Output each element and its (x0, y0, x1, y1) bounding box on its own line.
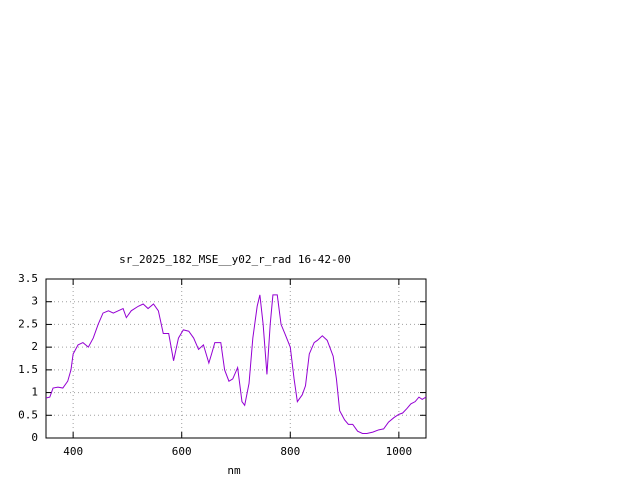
x-tick-label: 1000 (386, 445, 413, 458)
x-tick-label: 800 (280, 445, 300, 458)
x-axis-label: nm (227, 464, 241, 477)
y-tick-label: 0 (31, 431, 38, 444)
x-tick-label: 600 (172, 445, 192, 458)
y-tick-label: 2.5 (18, 317, 38, 330)
y-tick-label: 1 (31, 386, 38, 399)
y-tick-label: 1.5 (18, 363, 38, 376)
plot-frame (45, 278, 427, 439)
y-tick-label: 0.5 (18, 408, 38, 421)
y-tick-label: 3.5 (18, 272, 38, 285)
x-tick-label: 400 (63, 445, 83, 458)
y-tick-label: 3 (31, 295, 38, 308)
data-line (45, 294, 427, 434)
chart-title: sr_2025_182_MSE__y02_r_rad 16-42-00 (119, 253, 351, 266)
y-tick-label: 2 (31, 340, 38, 353)
